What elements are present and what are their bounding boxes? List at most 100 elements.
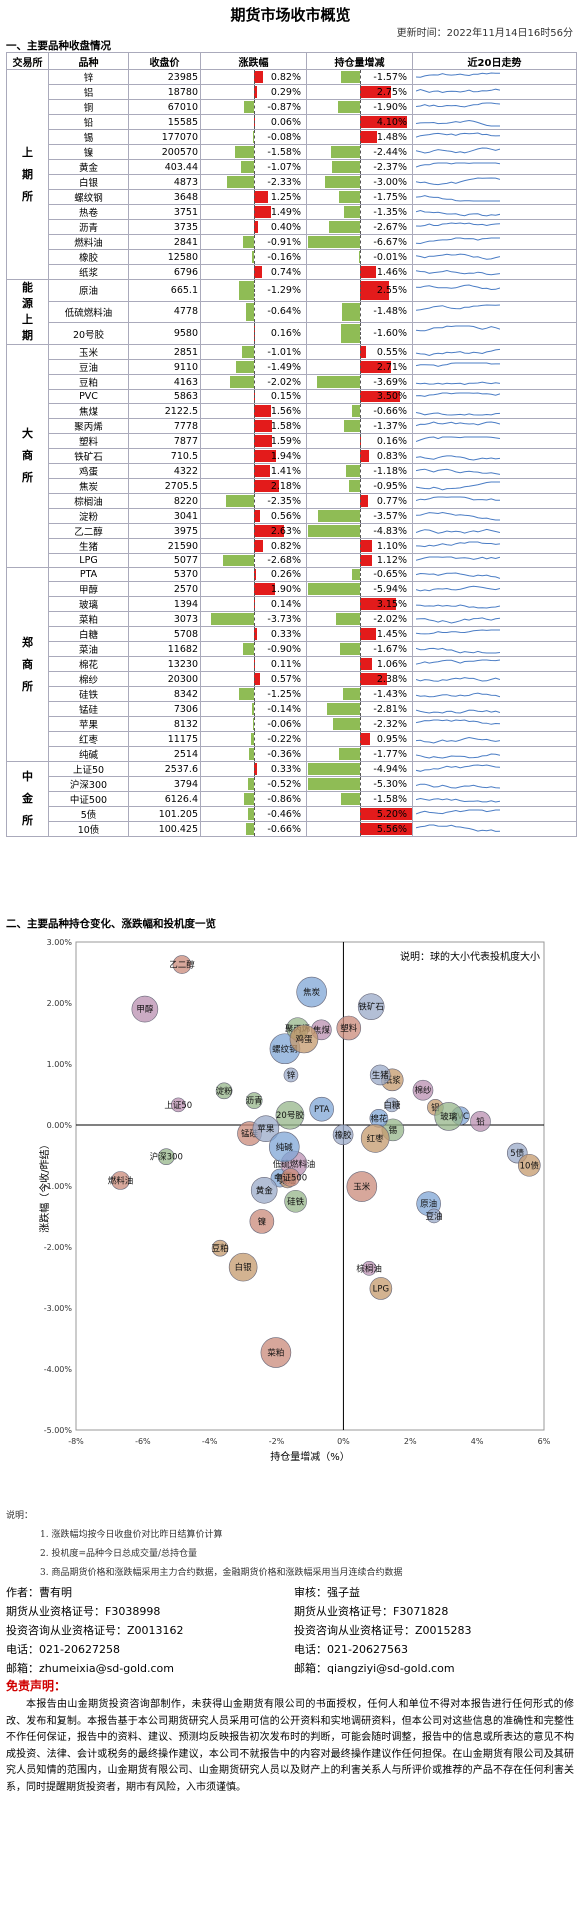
table-row: 豆粕 4163 -2.02% -3.69% [7,374,577,390]
reviewer-invest-cert: 投资咨询从业资格证号：Z0015283 [294,1624,472,1637]
oi-bar-cell: 0.77% [306,493,413,509]
oi-value: -0.66% [373,405,407,417]
oi-bar [352,569,360,580]
sparkline [416,222,500,227]
change-bar-cell: -0.14% [200,701,307,717]
oi-bar [359,808,412,820]
bubble-7 [228,1252,258,1282]
trend-cell [412,234,577,250]
trend-cell [412,641,577,657]
trend-cell [412,219,577,235]
oi-bar [345,465,360,477]
zero-line [359,145,361,159]
commodity-name: 纸浆 [48,264,129,280]
change-value: -1.49% [267,361,301,373]
trend-cell [412,791,577,807]
zero-line [359,672,361,686]
sparkline [416,629,500,635]
zero-line [253,190,255,204]
change-value: 1.59% [270,435,301,447]
zero-line [253,612,255,626]
oi-bar-cell: -1.75% [306,189,413,205]
zero-line [359,220,361,234]
commodity-name: 豆油 [48,359,129,375]
header-trend: 近20日走势 [412,52,577,70]
oi-bar-cell: 0.16% [306,433,413,449]
notes-header: 说明： [6,1511,34,1521]
reviewer-phone: 电话：021-20627563 [294,1643,408,1656]
change-bar-cell: -0.91% [200,234,307,250]
change-value: -0.46% [267,808,301,820]
plot-area [75,941,545,1431]
table-header-row: 交易所 品种 收盘价 涨跌幅 持仓量增减 近20日走势 [6,52,577,70]
author-qualification: 期货从业资格证号：F3038998 [6,1605,161,1618]
table-row: 棕榈油 8220 -2.35% 0.77% [7,493,577,509]
sparkline-path [416,764,500,772]
oi-bar-cell: -2.67% [306,219,413,235]
change-bar [253,71,263,83]
oi-bar [341,71,360,83]
x-tick-label: 2% [404,1437,417,1446]
table-row: 菜粕 3073 -3.73% -2.02% [7,611,577,627]
change-bar [253,510,260,522]
zero-line [359,85,361,99]
bubble-label: 白银 [235,1262,253,1273]
oi-bar [359,131,377,143]
sparkline-path [416,604,500,609]
oi-bar [359,86,392,98]
change-bar [253,86,257,98]
table-row: 焦煤 2122.5 1.56% -0.66% [7,403,577,419]
change-bar [253,266,262,278]
bubble-40 [284,1189,307,1213]
trend-cell [412,344,577,360]
zero-line [359,345,361,359]
close-price: 2570 [128,581,201,597]
bubble-5 [249,1209,275,1234]
sparkline [416,362,500,367]
zero-line [253,220,255,234]
oi-bar [359,540,373,552]
zero-line [359,205,361,219]
trend-cell [412,493,577,509]
zero-line [359,509,361,523]
zero-line [359,250,361,264]
table-row: 白银 4873 -2.33% -3.00% [7,174,577,190]
zero-line [359,390,361,403]
close-price: 2514 [128,746,201,762]
commodity-name: 中证500 [48,791,129,807]
trend-cell [412,761,577,777]
zero-line [359,762,361,776]
bubble-6 [250,1176,278,1204]
close-price: 8220 [128,493,201,509]
trend-cell [412,611,577,627]
change-value: -0.52% [267,778,301,790]
table-row: 10债 100.425 -0.66% 5.56% [7,821,577,837]
change-bar [252,131,254,143]
commodity-name: 生猪 [48,538,129,554]
commodity-name: 铅 [48,114,129,130]
zero-line [253,822,255,836]
sparkline-path [416,325,500,332]
oi-bar [327,703,360,715]
bubble-17 [346,1171,378,1202]
table-row: 聚丙烯 7778 1.58% -1.37% [7,418,577,434]
header-exchange: 交易所 [6,52,49,70]
zero-line [359,539,361,553]
bubble-label: 锌 [287,1070,296,1081]
oi-bar-cell: 1.45% [306,626,413,642]
trend-cell [412,144,577,160]
close-price: 2851 [128,344,201,360]
note-3: 3. 商品期货价格和涨跌幅采用主力合约数据，金融期货价格和涨跌幅采用当月连续合约… [40,1568,403,1578]
oi-bar-cell: -1.37% [306,418,413,434]
oi-bar-cell: 2.55% [306,279,413,302]
zero-line [359,464,361,478]
oi-bar-cell: -1.90% [306,99,413,115]
update-time: 更新时间：2022年11月14日16时56分 [396,28,573,39]
close-price: 665.1 [128,279,201,302]
oi-bar [317,376,360,388]
sparkline [416,809,500,815]
x-tick-label: 4% [471,1437,484,1446]
commodity-name: 铁矿石 [48,448,129,464]
change-bar-cell: -3.73% [200,611,307,627]
sparkline-path [416,412,500,416]
